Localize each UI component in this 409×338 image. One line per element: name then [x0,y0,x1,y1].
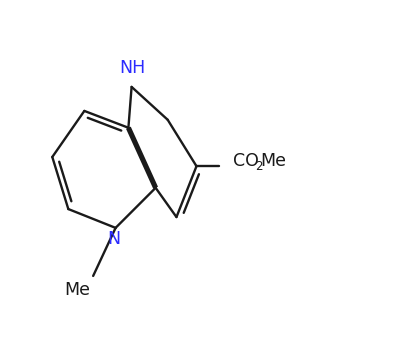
Text: NH: NH [119,59,145,77]
Text: Me: Me [261,152,287,170]
Text: 2: 2 [255,160,263,173]
Text: Me: Me [64,281,90,299]
Text: CO: CO [233,152,258,170]
Text: N: N [107,230,120,248]
